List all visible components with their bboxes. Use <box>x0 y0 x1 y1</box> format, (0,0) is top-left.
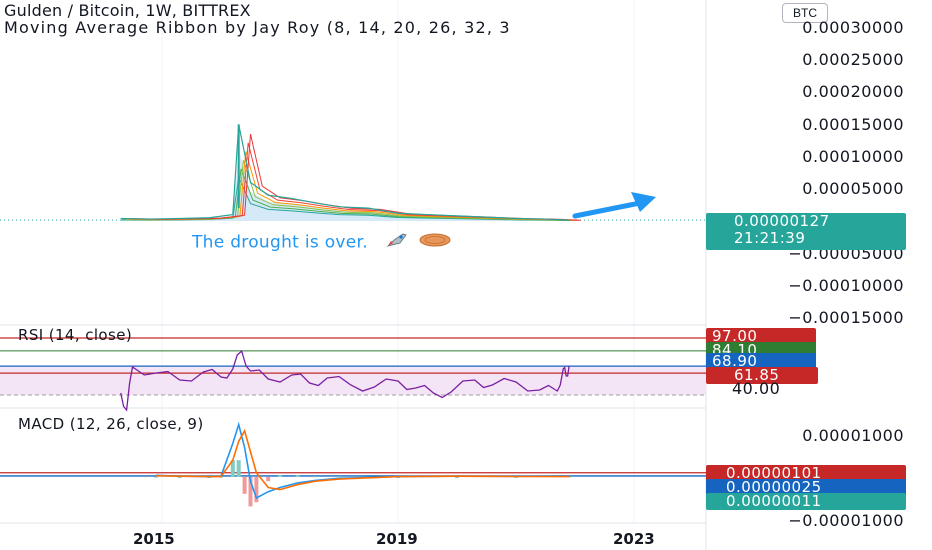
macd-histogram-bar <box>177 477 182 478</box>
arrow-drawing <box>572 200 643 219</box>
macd-histogram-bar <box>295 475 300 477</box>
rsi-title: RSI (14, close) <box>18 326 133 344</box>
price-axis-label: 0.00030000 <box>802 18 904 37</box>
macd-tag-macd: 0.00000025 <box>706 479 906 496</box>
rsi-axis-label: 40.00 <box>732 379 781 398</box>
chart-title: Gulden / Bitcoin, 1W, BITTREX <box>4 1 251 20</box>
last-price-tag: 0.00000127 21:21:39 <box>706 213 906 250</box>
macd-histogram-bar <box>236 460 241 477</box>
currency-badge[interactable]: BTC <box>782 3 828 23</box>
macd-histogram-bar <box>230 460 235 477</box>
macd-line <box>156 421 570 500</box>
time-axis-label: 2023 <box>613 530 655 548</box>
macd-histogram-bar <box>207 477 212 478</box>
last-price-value: 0.00000127 <box>734 212 830 230</box>
price-series-line <box>120 124 570 221</box>
coin-icon <box>419 232 451 253</box>
rsi-tag-value: 68.90 <box>706 353 816 370</box>
bar-countdown: 21:21:39 <box>734 229 806 247</box>
macd-histogram-bar <box>313 476 318 478</box>
indicator-title: Moving Average Ribbon by Jay Roy (8, 14,… <box>4 18 511 37</box>
macd-histogram-bar <box>248 477 253 507</box>
price-axis-label: 0.00015000 <box>802 115 904 134</box>
annotation-text: The drought is over. <box>192 232 451 253</box>
macd-histogram-bar <box>337 476 341 478</box>
annotation-label: The drought is over. <box>192 232 368 253</box>
price-axis-label: 0.00020000 <box>802 82 904 101</box>
macd-histogram-bar <box>455 477 459 478</box>
arrow-head <box>631 192 656 212</box>
rsi-tag-97: 97.00 <box>706 328 816 345</box>
rsi-tag-61: 61.85 <box>706 367 818 384</box>
time-axis-label: 2019 <box>376 530 418 548</box>
ma-ribbon-fill <box>120 148 570 221</box>
macd-histogram-bar <box>567 476 572 478</box>
macd-histogram-bar <box>396 477 400 478</box>
macd-title: MACD (12, 26, close, 9) <box>18 415 204 433</box>
price-axis-label: 0.00005000 <box>802 179 904 198</box>
macd-histogram-bar <box>278 474 282 477</box>
price-axis-label: −0.00015000 <box>788 308 904 327</box>
price-axis-label: 0.00010000 <box>802 147 904 166</box>
rsi-line <box>120 349 570 412</box>
price-axis-label: 0.00025000 <box>802 50 904 69</box>
macd-tag-histogram: 0.00000101 <box>706 465 906 482</box>
rsi-band-fill <box>0 366 706 395</box>
macd-histogram-bar <box>254 477 259 503</box>
rocket-icon <box>386 232 408 253</box>
macd-signal-line <box>156 428 570 491</box>
price-axis-label: −0.00010000 <box>788 276 904 295</box>
macd-tag-signal: 0.00000011 <box>706 493 906 510</box>
macd-histogram-bar <box>514 476 518 478</box>
macd-axis-label: 0.00001000 <box>802 426 904 445</box>
macd-histogram-bar <box>266 477 271 482</box>
macd-axis-label: −0.00001000 <box>788 511 904 530</box>
time-axis-label: 2015 <box>133 530 175 548</box>
macd-histogram-bar <box>242 477 247 494</box>
macd-histogram-bar <box>154 476 159 478</box>
